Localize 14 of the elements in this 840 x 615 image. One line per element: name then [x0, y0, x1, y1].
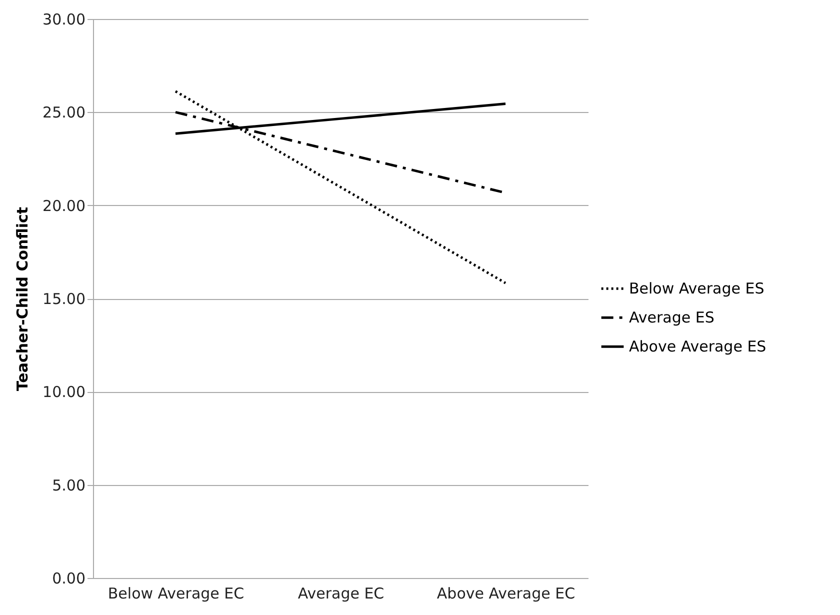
- legend-label: Below Average ES: [629, 280, 764, 298]
- legend-label: Average ES: [629, 308, 714, 327]
- y-tick-label: 10.00: [42, 383, 86, 402]
- y-tick-label: 15.00: [42, 290, 86, 308]
- y-axis-title: Teacher-Child Conflict: [14, 206, 32, 392]
- legend-label: Above Average ES: [629, 338, 766, 356]
- y-tick-label: 5.00: [52, 476, 86, 494]
- y-tick-label: 25.00: [42, 104, 86, 122]
- y-tick-label: 20.00: [42, 196, 86, 215]
- x-tick-label: Below Average EC: [108, 584, 244, 602]
- y-tick-label: 30.00: [42, 10, 86, 28]
- x-tick-label: Average EC: [298, 584, 384, 602]
- y-tick-label: 0.00: [52, 570, 86, 588]
- x-tick-label: Above Average EC: [436, 584, 576, 602]
